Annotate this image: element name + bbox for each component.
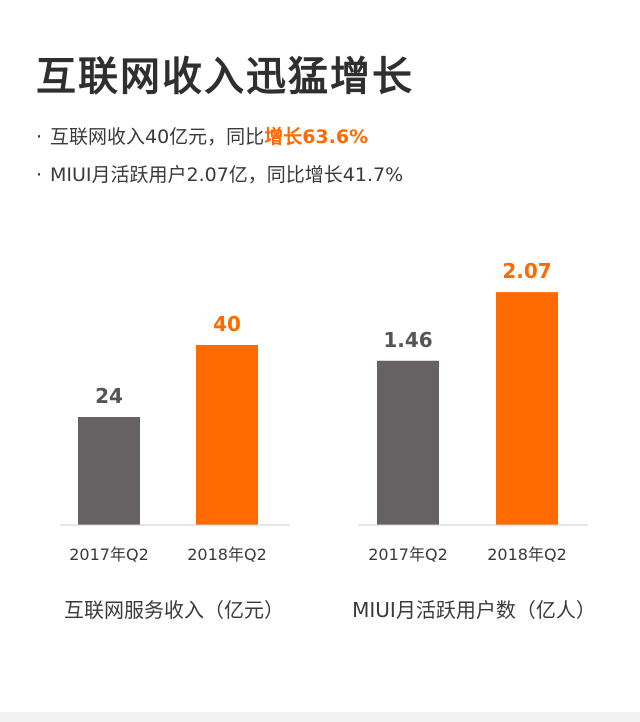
- chart1-tick-label-1: 2017年Q2: [69, 545, 149, 564]
- bullet-list: · 互联网收入40亿元，同比增长63.6% · MIUI月活跃用户2.07亿，同比增…: [36, 118, 403, 194]
- chart2-bar-2: [496, 292, 558, 525]
- page-title: 互联网收入迅猛增长: [36, 54, 414, 100]
- chart1-title: 互联网服务收入（亿元）: [64, 598, 284, 622]
- chart2-tick-label-2: 2018年Q2: [487, 545, 567, 564]
- bullet-dot: ·: [36, 164, 43, 186]
- chart2-value-label-2: 2.07: [502, 259, 551, 283]
- chart2-title: MIUI月活跃用户数（亿人）: [352, 598, 596, 622]
- chart1-bar-2: [196, 345, 258, 525]
- bullet-dot: ·: [36, 126, 43, 148]
- chart2-tick-label-1: 2017年Q2: [368, 545, 448, 564]
- bottom-divider: [0, 712, 640, 722]
- bullet-revenue-highlight: 增长63.6%: [264, 126, 369, 148]
- chart2-bar-1: [377, 360, 439, 525]
- chart1-bar-1: [78, 417, 140, 525]
- chart1-tick-label-2: 2018年Q2: [187, 545, 267, 564]
- chart1-value-label-1: 24: [95, 384, 123, 408]
- bullet-users: · MIUI月活跃用户2.07亿，同比增长41.7%: [36, 156, 403, 194]
- chart1-value-label-2: 40: [213, 312, 241, 336]
- chart2-value-label-1: 1.46: [383, 328, 432, 352]
- bullet-revenue-text: 互联网收入40亿元，同比: [50, 126, 265, 148]
- bullet-revenue: · 互联网收入40亿元，同比增长63.6%: [36, 118, 403, 156]
- bullet-users-text: MIUI月活跃用户2.07亿，同比增长41.7%: [50, 164, 404, 186]
